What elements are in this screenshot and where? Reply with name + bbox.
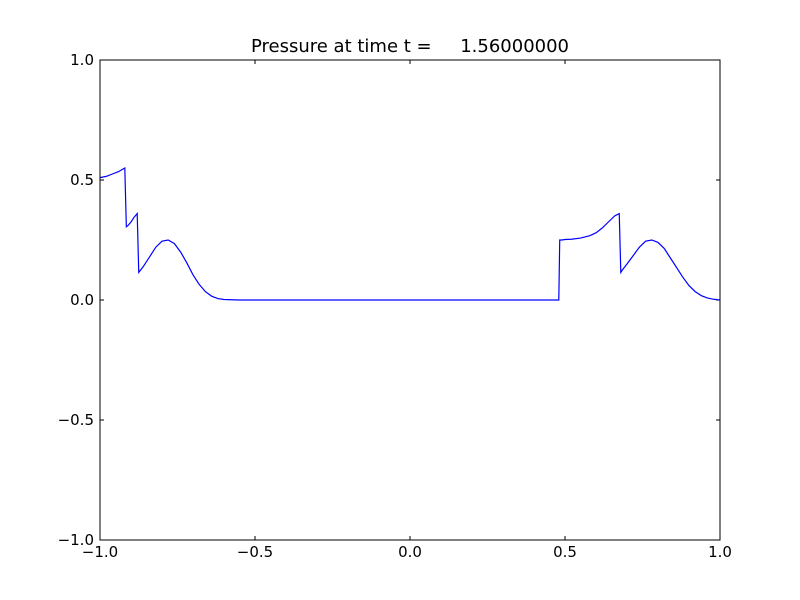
- pressure-line: [99, 166, 721, 301]
- y-tick-label: −0.5: [58, 411, 94, 429]
- y-tick-label: 0.5: [70, 171, 94, 189]
- x-tick-label: 0.0: [398, 543, 422, 561]
- y-tick-label: 1.0: [70, 51, 94, 69]
- x-tick-label: −0.5: [237, 543, 273, 561]
- series-layer: [99, 166, 721, 301]
- ticks-layer: −1.0 −0.5 0.0 0.5 1.0 −1.0 −0.5 0.0 0.5 1.0: [58, 51, 732, 561]
- x-tick-label: 0.5: [553, 543, 577, 561]
- x-tick-label: −1.0: [82, 543, 118, 561]
- chart-title: Pressure at time t = 1.56000000: [251, 36, 569, 57]
- y-tick-label: −1.0: [58, 531, 94, 549]
- y-tick-label: 0.0: [70, 291, 94, 309]
- x-tick-label: 1.0: [708, 543, 732, 561]
- plot-frame: [99, 59, 721, 541]
